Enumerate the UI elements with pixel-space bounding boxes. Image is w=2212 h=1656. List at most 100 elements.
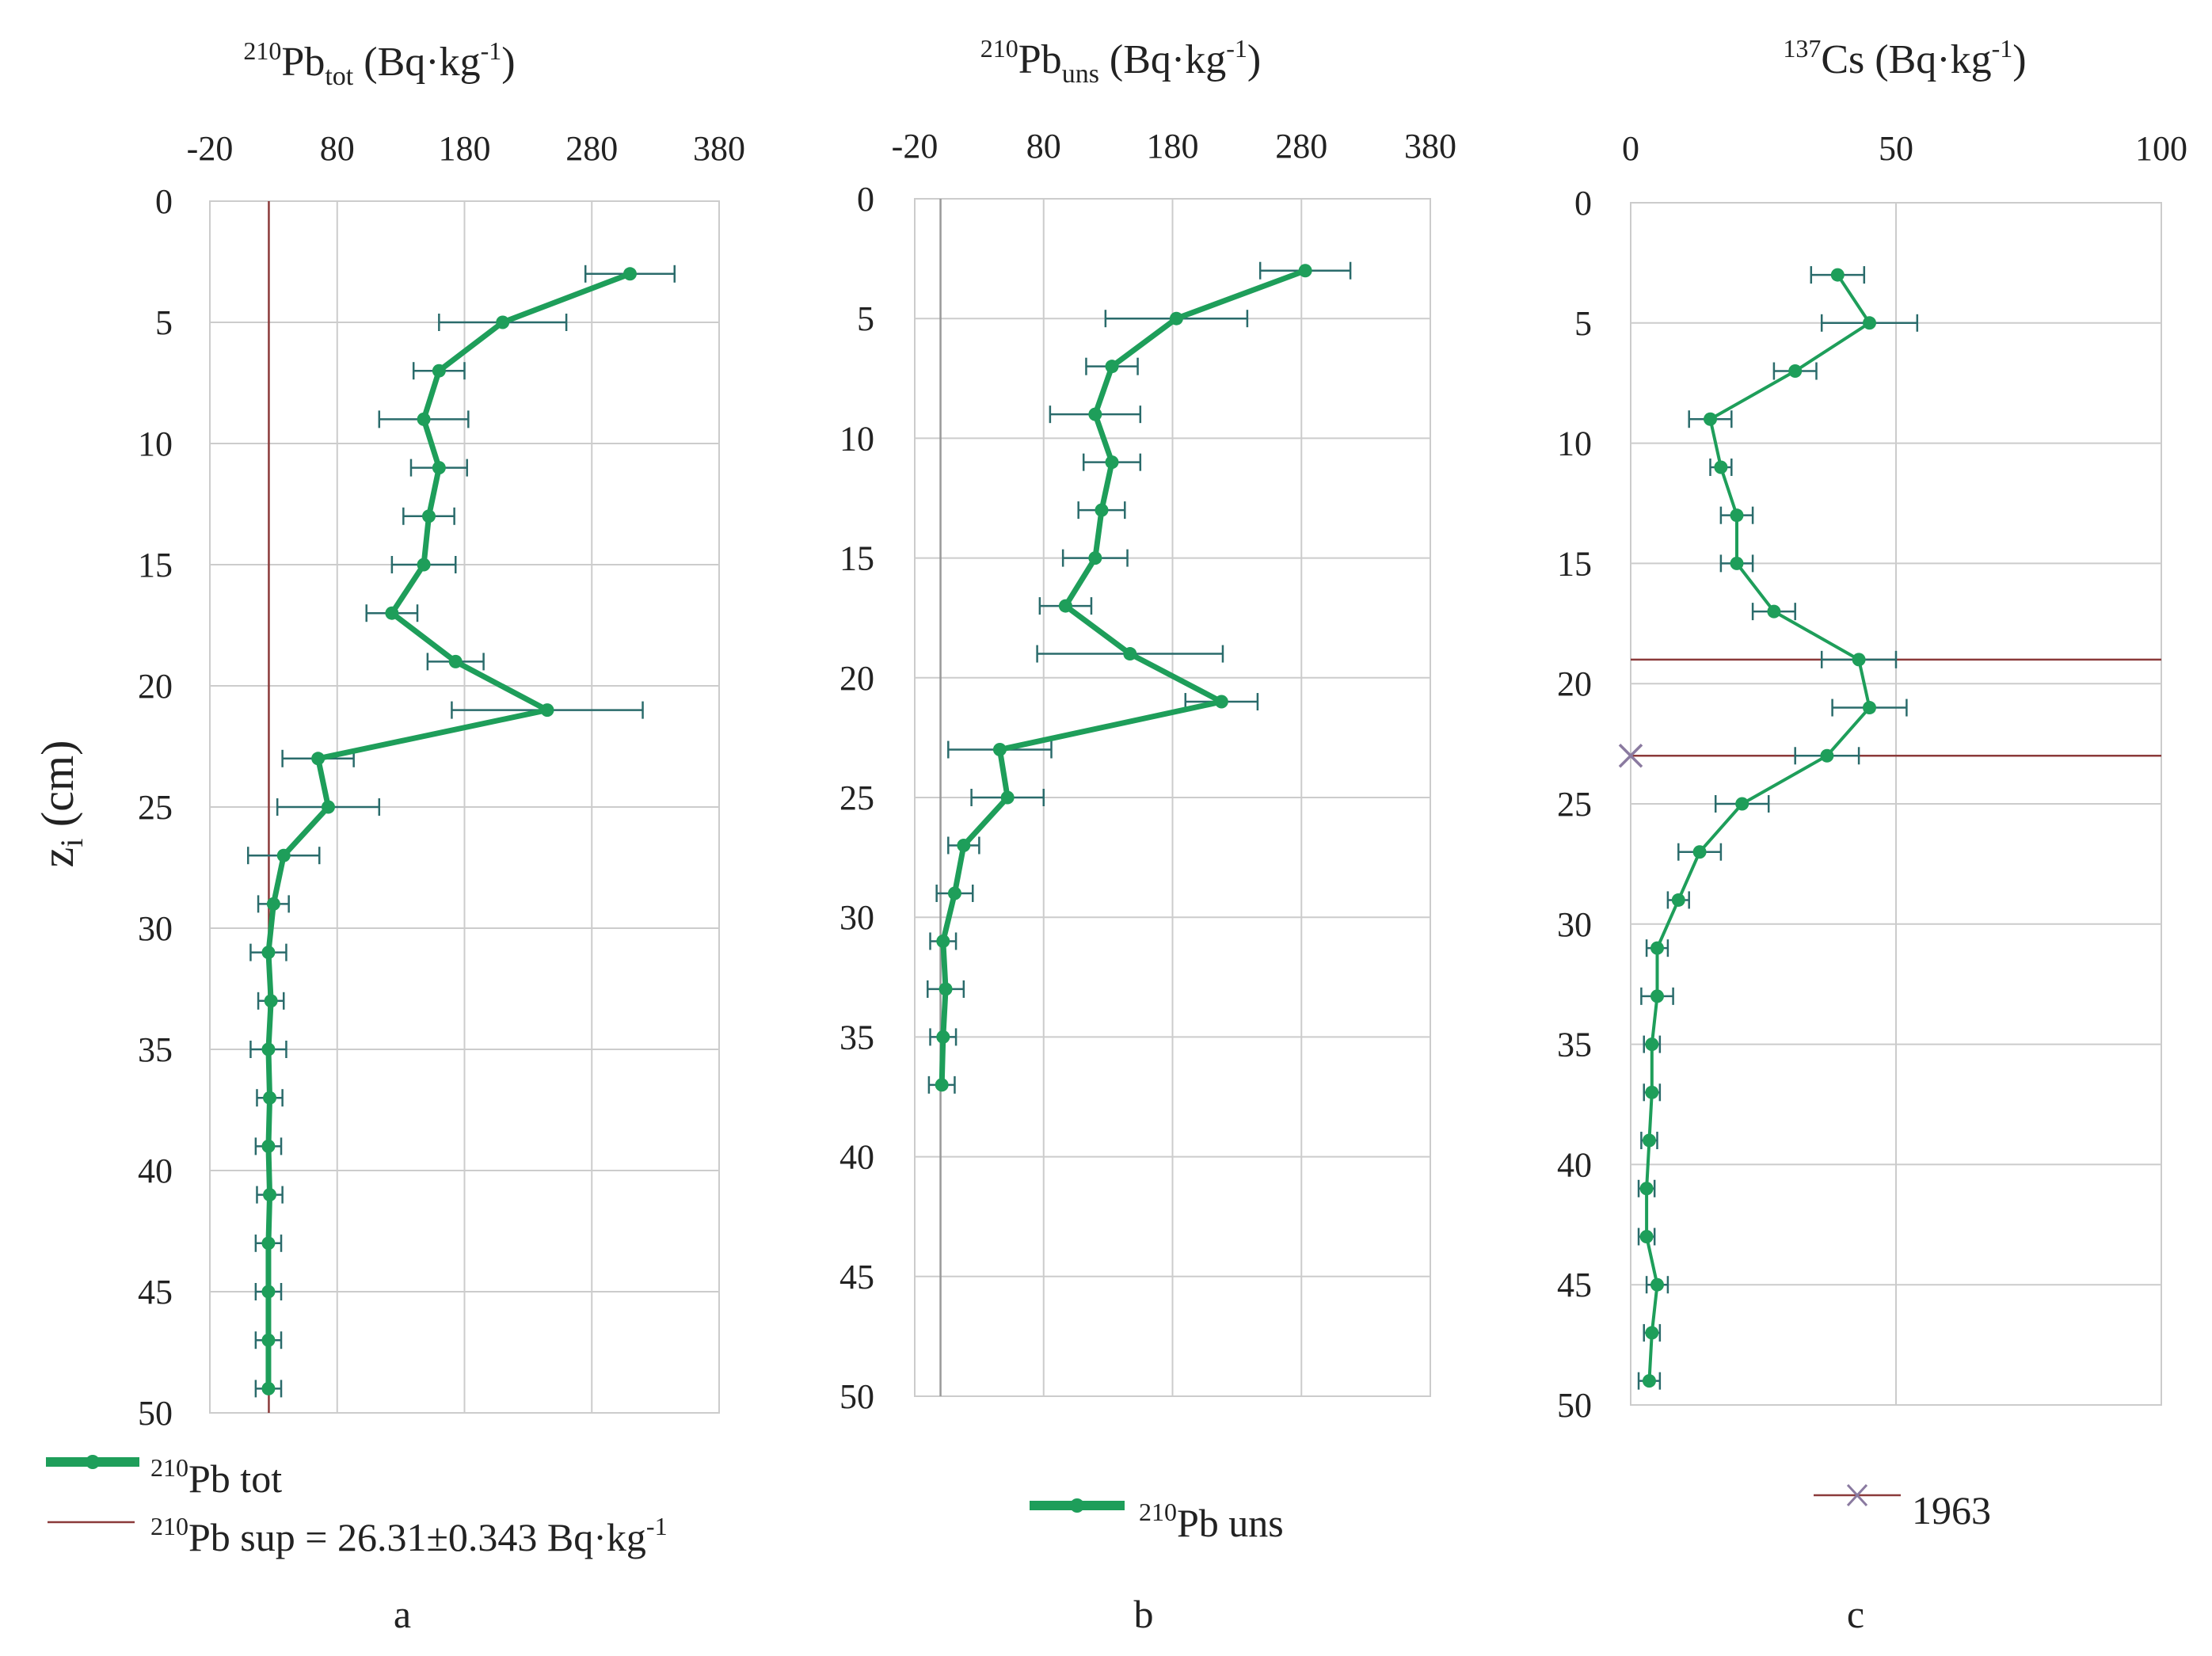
y-tick-label: 15	[138, 546, 173, 584]
panel-a-plot-frame	[209, 200, 720, 1414]
y-tick-label: 30	[138, 909, 173, 948]
data-point	[448, 654, 463, 668]
y-tick-label: 20	[138, 667, 173, 706]
ylabel-rest: (cm)	[32, 740, 83, 839]
data-point	[432, 461, 446, 475]
data-point	[432, 364, 446, 378]
panel-b-plot-frame	[914, 198, 1431, 1397]
data-point	[385, 606, 399, 620]
panel-b-title-iso: 210	[980, 34, 1018, 63]
data-point	[1058, 599, 1072, 613]
panel-a-title-exp: -1	[481, 36, 502, 65]
series-line	[265, 271, 631, 1389]
y-tick-label: 35	[138, 1030, 173, 1069]
panel-b-letter: b	[1134, 1592, 1154, 1636]
data-point	[1105, 360, 1119, 374]
legend-pb-tot-iso: 210	[150, 1453, 188, 1482]
panel-b-title-sub: uns	[1062, 59, 1099, 89]
y-tick-label: 50	[138, 1394, 173, 1433]
legend-label-pb-uns: 210Pb uns	[1139, 1498, 1284, 1545]
data-point	[1650, 941, 1664, 955]
data-point	[311, 752, 326, 766]
data-point	[1788, 364, 1803, 379]
y-tick-label: 10	[1557, 424, 1592, 463]
panel-a-title-iso: 210	[243, 36, 281, 65]
legend-pb-sup-iso: 210	[150, 1512, 188, 1540]
y-tick-label: 45	[138, 1273, 173, 1311]
x-tick-label: 100	[2135, 129, 2187, 168]
x-tick-label: 50	[1879, 129, 1913, 168]
panel-c-title-close: )	[2012, 37, 2026, 82]
data-point	[1105, 455, 1119, 470]
y-tick-label: 50	[1557, 1386, 1592, 1425]
data-point	[1298, 264, 1312, 278]
y-tick-label: 5	[155, 303, 173, 342]
panel-a-letter: a	[394, 1592, 411, 1636]
y-tick-label: 15	[1557, 544, 1592, 583]
panel-a-title-close: )	[501, 40, 515, 85]
data-point	[1714, 460, 1728, 474]
data-point	[261, 946, 276, 960]
panel-b-title: 210Pbuns (Bq·kg-1)	[980, 34, 1261, 89]
panel-a-title-base: Pb	[281, 40, 325, 85]
legend-marker-pb-uns	[1070, 1498, 1084, 1513]
data-point	[1169, 311, 1183, 325]
data-point	[1000, 790, 1015, 805]
x-tick-label: 180	[439, 129, 491, 168]
data-point	[935, 1078, 949, 1092]
panel-c-marks	[1637, 266, 1919, 1390]
data-point	[1645, 1037, 1659, 1052]
panel-b-title-exp: -1	[1226, 34, 1247, 63]
data-point	[1650, 989, 1664, 1003]
data-point	[1123, 647, 1137, 661]
data-point	[261, 1042, 276, 1056]
legend-pb-uns-iso: 210	[1139, 1498, 1177, 1526]
panel-c-title-base: Cs	[1821, 37, 1864, 82]
x-tick-label: -20	[892, 127, 938, 166]
data-point	[1214, 695, 1228, 709]
data-point	[1863, 316, 1876, 330]
y-tick-label: 20	[839, 659, 874, 698]
y-tick-label: 15	[839, 539, 874, 578]
y-tick-label: 35	[1557, 1026, 1592, 1064]
data-point	[421, 509, 436, 523]
data-point	[1730, 508, 1744, 523]
data-point	[1088, 407, 1102, 421]
panel-c-1963-marker	[1618, 744, 1643, 768]
y-tick-label: 0	[1574, 184, 1592, 223]
data-point	[947, 886, 961, 900]
panel-b: 210Pbuns (Bq·kg-1) -20 80 180 280 3800510152…	[839, 34, 1456, 1636]
data-point	[264, 994, 278, 1008]
data-point	[321, 800, 335, 814]
data-point	[540, 703, 554, 718]
marker-1963-cross	[1618, 744, 1643, 768]
data-point	[1095, 503, 1109, 517]
series-line	[1645, 273, 1871, 1381]
y-tick-label: 45	[839, 1258, 874, 1296]
data-point	[1639, 1182, 1654, 1196]
data-point	[1692, 845, 1707, 859]
series-line	[938, 268, 1307, 1085]
panel-a-legend: 210Pb tot 210Pb sup = 26.31±0.343 Bq·kg-…	[46, 1453, 668, 1559]
y-tick-label: 25	[138, 788, 173, 827]
data-point	[1639, 1229, 1654, 1243]
legend-marker-pb-tot	[86, 1455, 100, 1469]
y-tick-label: 45	[1557, 1266, 1592, 1304]
data-point	[1830, 268, 1845, 282]
data-point	[261, 1236, 276, 1251]
legend-label-pb-sup: 210Pb sup = 26.31±0.343 Bq·kg-1	[150, 1512, 668, 1559]
data-point	[261, 1333, 276, 1347]
data-point	[1704, 412, 1717, 426]
panel-a-title-unit: (Bq·kg	[353, 40, 480, 85]
panel-c-plot-frame	[1630, 202, 2162, 1406]
x-tick-label: 380	[693, 129, 745, 168]
data-point	[1852, 653, 1866, 667]
y-tick-label: 30	[1557, 905, 1592, 944]
legend-pb-uns-text: Pb uns	[1177, 1501, 1284, 1545]
data-point	[417, 412, 431, 426]
data-point	[1730, 556, 1744, 570]
data-point	[957, 838, 971, 852]
panel-b-legend: 210Pb uns	[1030, 1498, 1284, 1545]
y-tick-label: 0	[857, 180, 874, 219]
